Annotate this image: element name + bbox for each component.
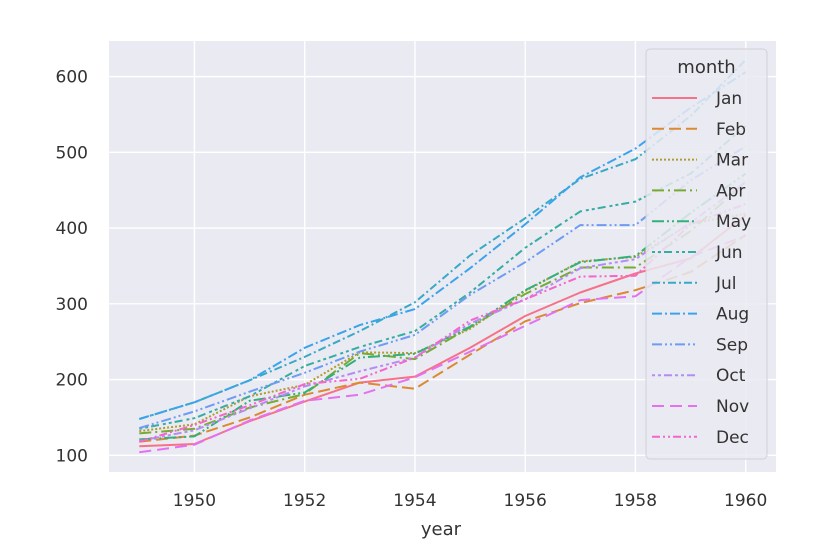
series-line-mar bbox=[139, 212, 746, 433]
series-line-jan bbox=[139, 214, 747, 448]
legend-label-jul: Jul bbox=[715, 274, 737, 294]
series-line-feb bbox=[139, 234, 747, 443]
x-tick-label: 1952 bbox=[283, 491, 326, 511]
legend-title: month bbox=[677, 57, 735, 78]
legend-label-jan: Jan bbox=[715, 89, 742, 109]
legend-items: Jan Feb Mar Apr May Jun Jul Aug Sep Oct Nov Dec bbox=[652, 89, 751, 448]
x-tick-label: 1954 bbox=[393, 491, 436, 511]
legend-item: Oct bbox=[652, 366, 746, 386]
y-tick-label: 500 bbox=[56, 143, 88, 163]
y-tick-label: 100 bbox=[56, 446, 88, 466]
y-tick-label: 600 bbox=[56, 68, 88, 88]
series-line-sep bbox=[139, 145, 747, 430]
legend-item: Feb bbox=[652, 120, 746, 140]
legend-label-may: May bbox=[716, 212, 751, 232]
legend-label-oct: Oct bbox=[716, 366, 746, 386]
legend-item: Jan bbox=[652, 89, 742, 109]
y-tick-label: 200 bbox=[56, 371, 88, 391]
legend-item: Nov bbox=[652, 397, 749, 417]
y-tick-label: 300 bbox=[56, 295, 88, 315]
y-axis-ticks: 100 200 300 400 500 600 bbox=[56, 68, 88, 467]
legend-label-sep: Sep bbox=[716, 335, 748, 355]
x-tick-label: 1956 bbox=[504, 491, 547, 511]
legend-label-dec: Dec bbox=[716, 428, 749, 448]
y-tick-label: 400 bbox=[56, 219, 88, 239]
series-line-aug bbox=[139, 71, 747, 420]
legend-label-nov: Nov bbox=[716, 397, 749, 417]
series-line-dec bbox=[139, 202, 747, 443]
legend-item: Mar bbox=[652, 151, 748, 171]
x-tick-label: 1950 bbox=[173, 491, 216, 511]
legend-box bbox=[645, 48, 768, 460]
series-lines bbox=[139, 59, 747, 454]
legend-item: May bbox=[652, 212, 751, 232]
series-line-oct bbox=[139, 181, 747, 442]
legend-label-feb: Feb bbox=[716, 120, 746, 140]
legend-item: Aug bbox=[652, 305, 749, 325]
legend: month Jan Feb Mar Apr May Jun Jul Aug Sep Oct Nov D… bbox=[645, 48, 768, 460]
legend-label-jun: Jun bbox=[715, 243, 743, 263]
legend-label-aug: Aug bbox=[716, 305, 749, 325]
series-line-jul bbox=[139, 59, 747, 420]
x-axis-ticks: 1950 1952 1954 1956 1958 1960 bbox=[173, 491, 768, 511]
legend-item: Apr bbox=[652, 181, 745, 201]
x-axis-label: year bbox=[421, 519, 462, 540]
x-tick-label: 1958 bbox=[614, 491, 657, 511]
legend-label-mar: Mar bbox=[716, 151, 748, 171]
legend-item: Sep bbox=[652, 335, 748, 355]
legend-item: Jun bbox=[652, 243, 743, 263]
legend-item: Dec bbox=[652, 428, 749, 448]
x-tick-label: 1960 bbox=[724, 491, 767, 511]
legend-item: Jul bbox=[652, 274, 737, 294]
series-line-jun bbox=[139, 125, 747, 430]
legend-label-apr: Apr bbox=[716, 181, 745, 201]
